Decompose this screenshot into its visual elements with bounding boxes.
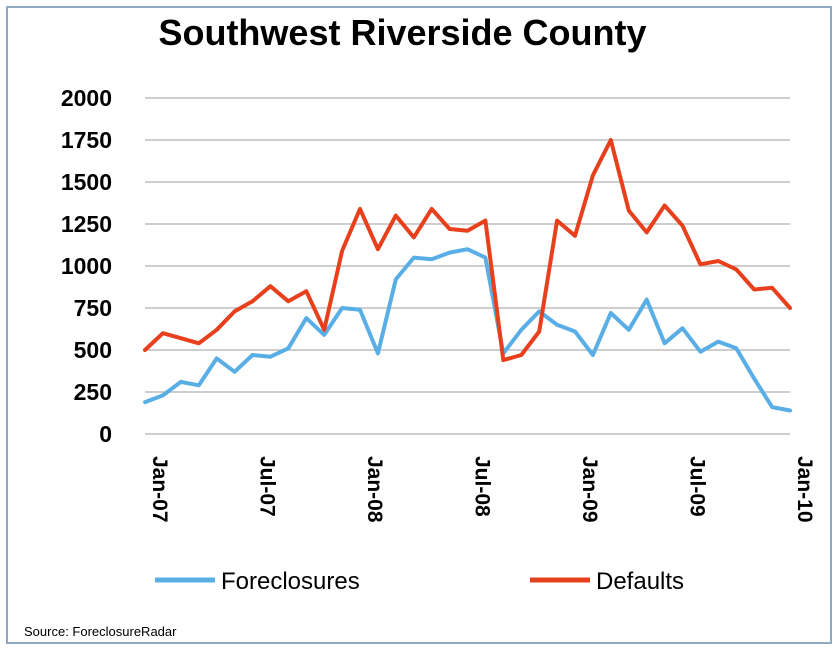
y-tick-0: 0 <box>99 421 112 447</box>
series-line-defaults <box>143 138 792 363</box>
x-tick-Jul-08: Jul-08 <box>471 456 494 517</box>
x-tick-Jul-09: Jul-09 <box>686 456 709 517</box>
x-tick-Jan-07: Jan-07 <box>148 456 171 523</box>
series-line-foreclosures <box>143 247 792 413</box>
x-tick-Jan-10: Jan-10 <box>793 456 816 523</box>
x-tick-Jul-07: Jul-07 <box>256 456 279 517</box>
chart-title: Southwest Riverside County <box>158 12 647 53</box>
chart-frame <box>6 6 832 644</box>
x-tick-Jan-08: Jan-08 <box>363 456 386 523</box>
source-note: Source: ForeclosureRadar <box>24 624 177 639</box>
y-tick-2000: 2000 <box>61 85 112 111</box>
legend-label-foreclosures: Foreclosures <box>221 568 360 595</box>
y-tick-1000: 1000 <box>61 253 112 279</box>
y-tick-750: 750 <box>74 295 112 321</box>
y-tick-250: 250 <box>74 379 112 405</box>
y-tick-500: 500 <box>74 337 112 363</box>
legend-label-defaults: Defaults <box>596 568 684 595</box>
y-tick-1250: 1250 <box>61 211 112 237</box>
y-tick-1500: 1500 <box>61 169 112 195</box>
y-tick-1750: 1750 <box>61 127 112 153</box>
x-tick-Jan-09: Jan-09 <box>578 456 601 523</box>
